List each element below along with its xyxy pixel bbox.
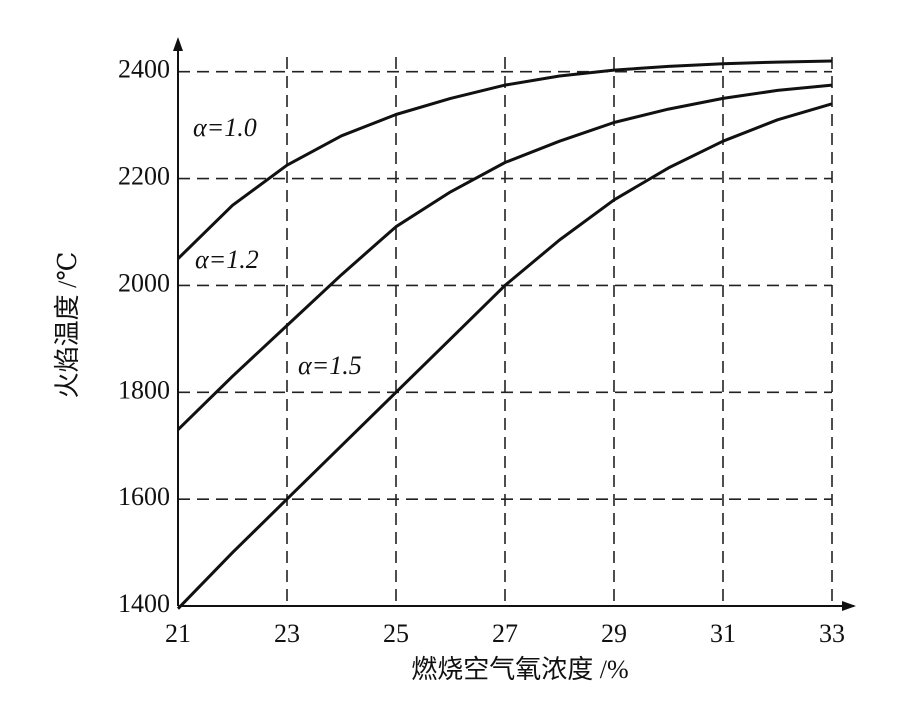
- series-label: α=1.5: [298, 351, 362, 380]
- series-line: [176, 102, 833, 610]
- y-tick-label: 2000: [118, 268, 170, 297]
- series-line: [176, 59, 833, 260]
- x-tick-label: 31: [710, 619, 736, 648]
- x-tick-label: 33: [819, 619, 845, 648]
- x-axis-label: 燃烧空气氧浓度 /%: [411, 655, 628, 684]
- y-tick-label: 1800: [118, 375, 170, 404]
- x-tick-label: 27: [492, 619, 518, 648]
- y-axis-arrow: [173, 37, 183, 51]
- series-label: α=1.2: [195, 245, 259, 274]
- series-label: α=1.0: [193, 113, 257, 142]
- x-tick-label: 23: [274, 619, 300, 648]
- y-tick-label: 1400: [118, 589, 170, 618]
- series-line: [176, 83, 833, 431]
- x-tick-label: 29: [601, 619, 627, 648]
- x-tick-label: 25: [383, 619, 409, 648]
- y-tick-label: 1600: [118, 482, 170, 511]
- x-tick-label: 21: [165, 619, 191, 648]
- x-axis-arrow: [842, 601, 856, 611]
- y-tick-label: 2200: [118, 162, 170, 191]
- y-tick-label: 2400: [118, 55, 170, 84]
- y-axis-label: 火焰温度 /℃: [53, 252, 82, 399]
